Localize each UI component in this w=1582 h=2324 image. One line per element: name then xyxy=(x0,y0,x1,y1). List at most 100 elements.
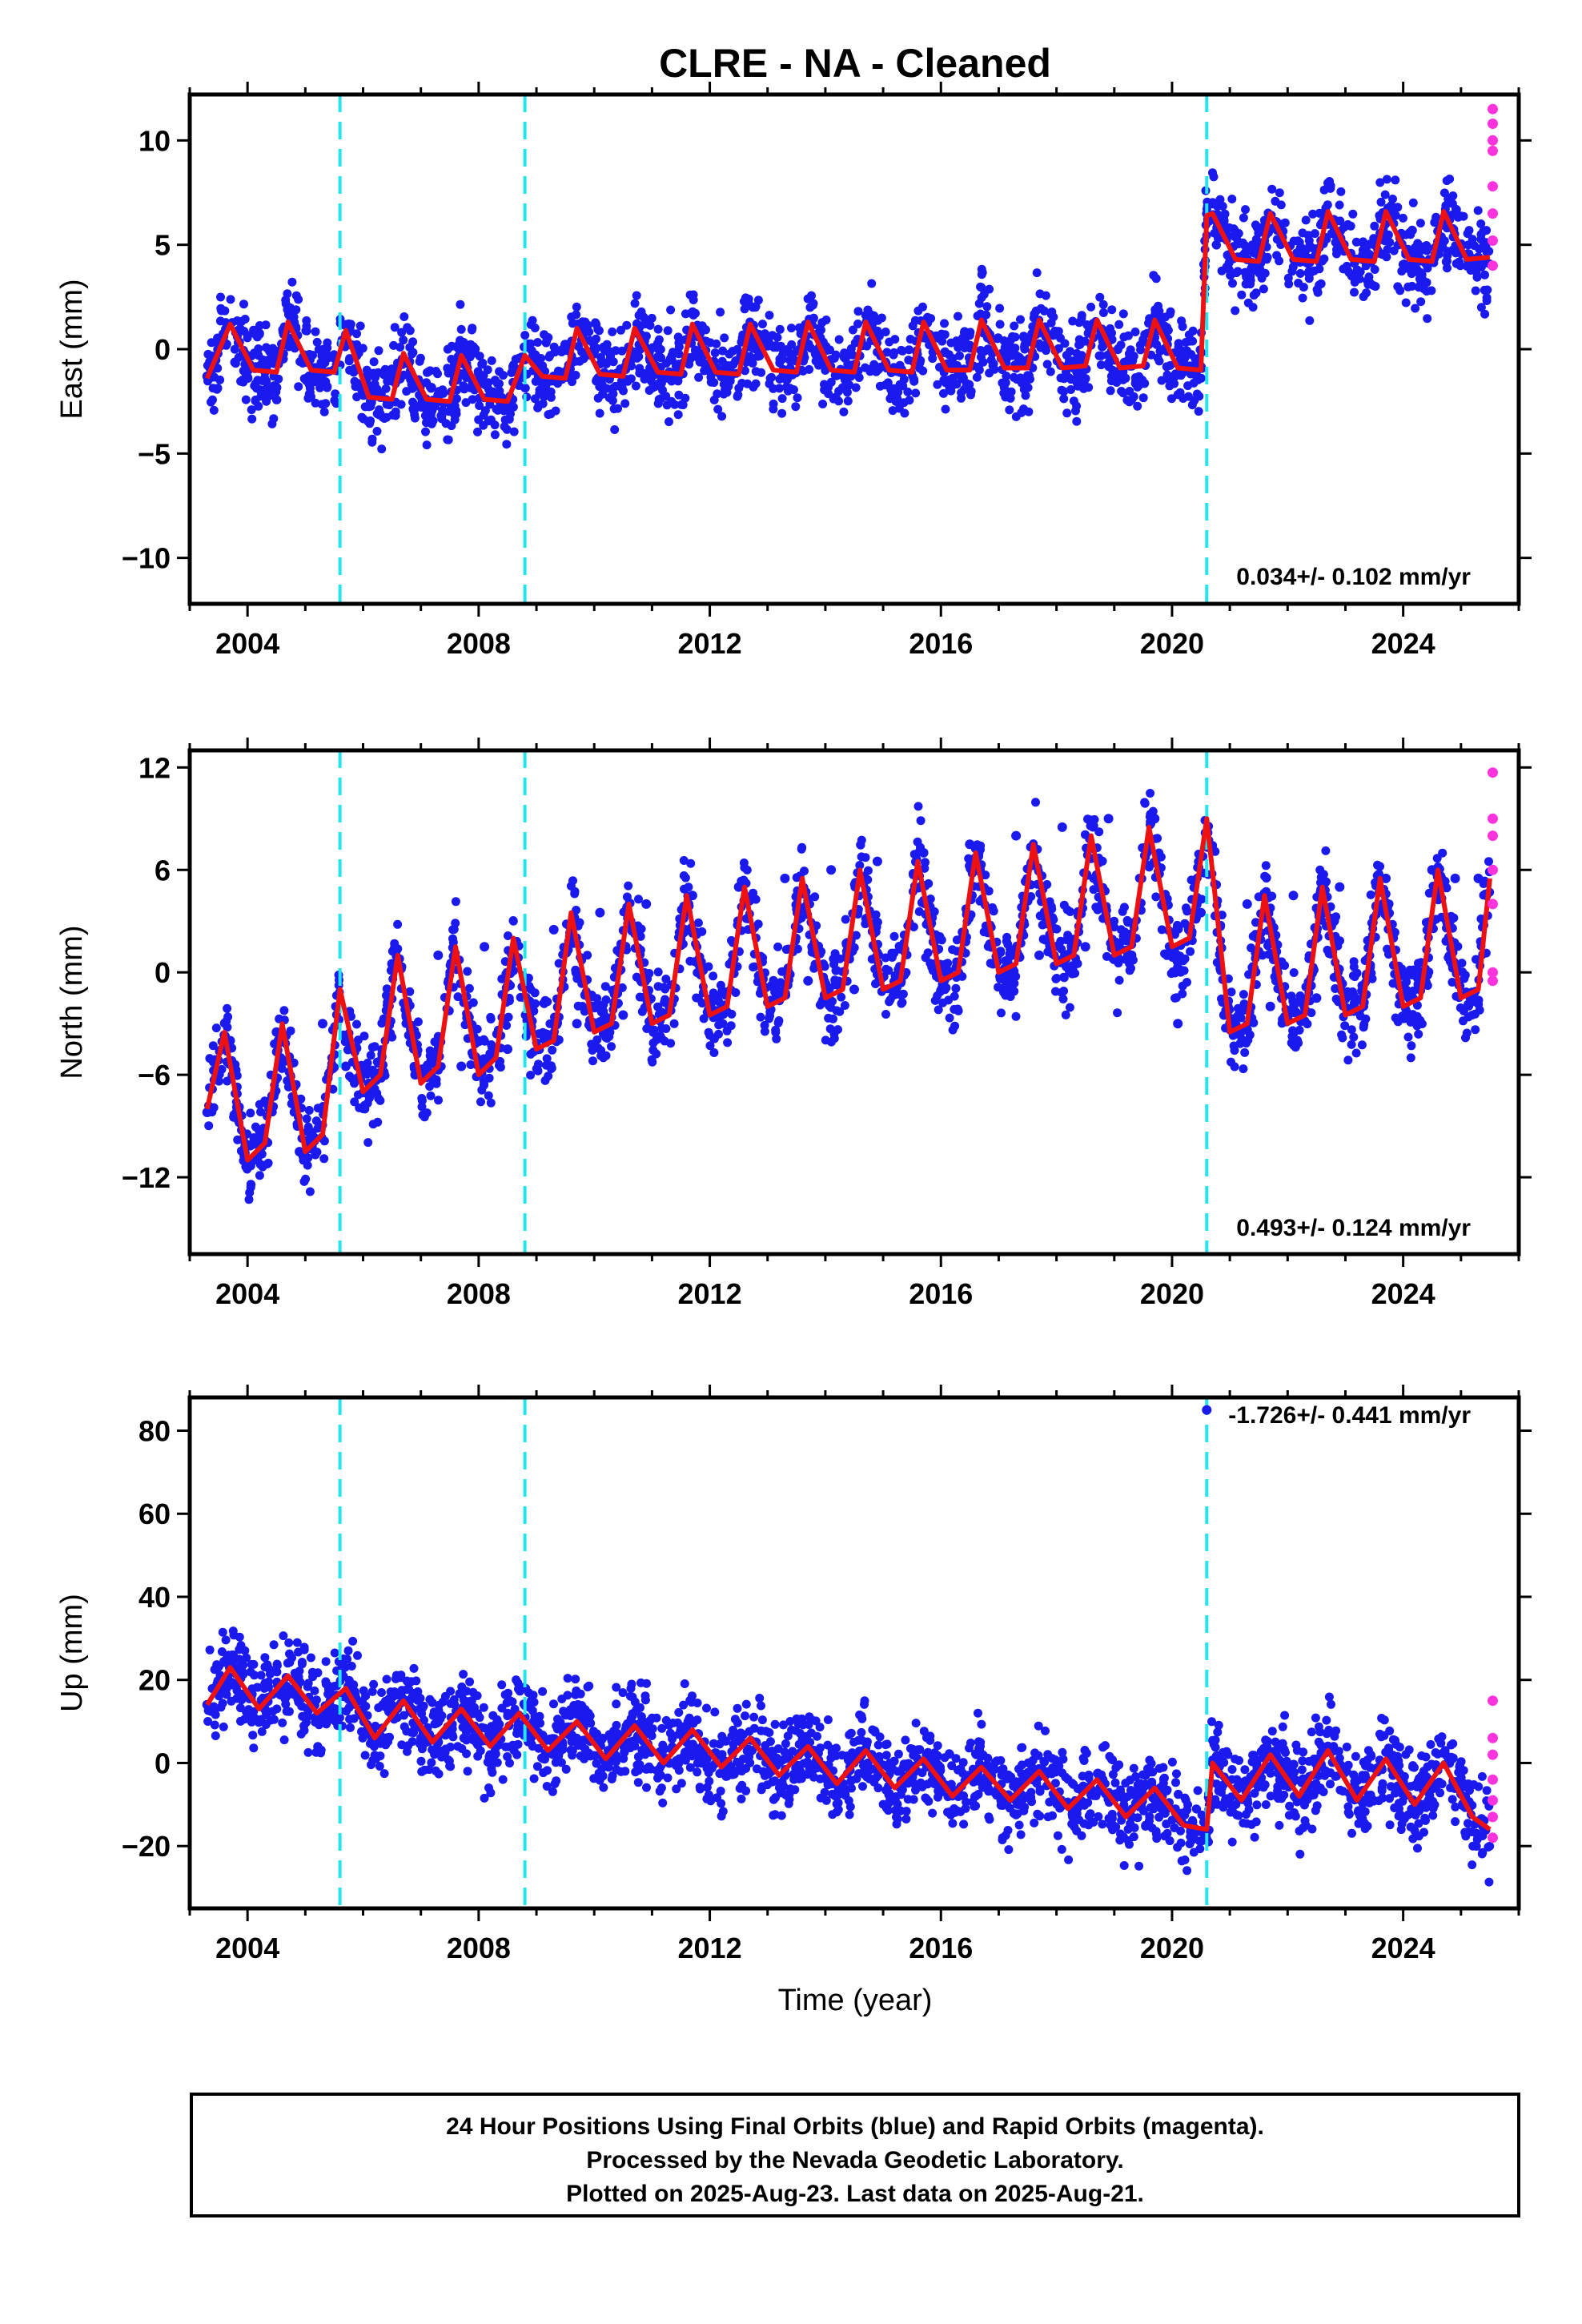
data-point xyxy=(509,427,519,436)
data-point xyxy=(808,300,817,310)
data-point xyxy=(712,339,721,348)
data-point xyxy=(1237,290,1247,300)
data-point xyxy=(1166,307,1175,316)
data-point xyxy=(647,313,656,323)
data-point xyxy=(1276,200,1286,210)
data-point xyxy=(1127,395,1137,404)
data-point xyxy=(642,1024,652,1033)
data-point xyxy=(367,434,377,444)
data-point xyxy=(480,942,490,952)
data-point xyxy=(1057,822,1067,832)
data-point xyxy=(1414,959,1423,968)
data-point xyxy=(622,320,632,330)
data-point xyxy=(1157,925,1166,935)
data-point xyxy=(497,974,507,983)
data-point xyxy=(775,358,785,368)
data-point xyxy=(421,427,430,436)
data-point xyxy=(1288,996,1298,1006)
data-point xyxy=(305,1187,315,1196)
data-point xyxy=(1335,882,1345,892)
data-point xyxy=(254,344,263,353)
data-point xyxy=(321,377,331,387)
data-point xyxy=(441,419,451,428)
data-point xyxy=(1166,360,1175,370)
data-point xyxy=(490,430,500,440)
data-point xyxy=(211,1023,221,1033)
data-point xyxy=(434,1096,443,1105)
data-point xyxy=(1125,959,1134,968)
data-point xyxy=(346,320,355,329)
data-point xyxy=(1090,814,1099,824)
data-point xyxy=(1239,990,1248,999)
data-point xyxy=(295,357,305,367)
data-point xyxy=(1057,987,1066,997)
data-point xyxy=(972,372,982,382)
data-point xyxy=(873,918,882,927)
data-point xyxy=(1239,213,1248,223)
data-point xyxy=(504,931,512,940)
data-point xyxy=(1471,1025,1480,1035)
data-point xyxy=(1482,296,1492,305)
data-point xyxy=(1011,830,1022,841)
data-point xyxy=(539,1034,548,1043)
x-tick-label: 2004 xyxy=(215,627,279,660)
data-point xyxy=(673,410,683,420)
data-point xyxy=(1431,212,1441,222)
data-point xyxy=(857,835,866,845)
data-point xyxy=(1069,396,1078,406)
data-point xyxy=(889,931,899,941)
data-point xyxy=(697,927,707,936)
data-point xyxy=(567,312,576,322)
x-tick-label: 2008 xyxy=(447,1277,511,1310)
data-point xyxy=(1061,1010,1070,1019)
data-point xyxy=(855,861,865,870)
data-point xyxy=(1295,995,1305,1004)
data-point xyxy=(1181,338,1191,347)
data-point xyxy=(368,1120,378,1129)
data-point xyxy=(1068,316,1078,326)
data-point xyxy=(1245,1030,1255,1039)
data-point xyxy=(926,959,935,968)
data-point xyxy=(1140,330,1150,340)
data-point xyxy=(1422,246,1431,255)
data-point xyxy=(706,372,716,382)
data-point xyxy=(875,381,885,391)
data-point xyxy=(624,881,633,891)
data-point xyxy=(599,1010,608,1019)
data-point xyxy=(608,357,618,367)
data-point xyxy=(689,311,698,320)
data-point xyxy=(378,412,387,422)
rapid-point xyxy=(1488,967,1498,978)
data-point xyxy=(265,391,275,400)
data-point xyxy=(1332,937,1342,947)
data-point xyxy=(427,1059,436,1068)
x-tick-label: 2020 xyxy=(1140,1277,1204,1310)
data-point xyxy=(1151,274,1161,283)
data-point xyxy=(590,1003,600,1013)
data-point xyxy=(1315,865,1325,875)
data-point xyxy=(976,352,986,362)
data-point xyxy=(1460,974,1469,983)
data-point xyxy=(447,341,456,351)
data-point xyxy=(918,366,928,376)
data-point xyxy=(652,344,662,353)
data-point xyxy=(1084,383,1094,392)
data-point xyxy=(1304,274,1314,283)
data-point xyxy=(438,385,448,395)
data-point xyxy=(1182,978,1191,987)
data-point xyxy=(1349,1032,1359,1042)
data-point xyxy=(1011,412,1021,421)
data-point xyxy=(737,876,746,886)
data-point xyxy=(352,340,362,349)
data-point xyxy=(1476,230,1486,239)
data-point xyxy=(903,387,913,396)
data-point xyxy=(1002,932,1012,942)
data-point xyxy=(355,321,365,331)
data-point xyxy=(591,318,600,328)
data-point xyxy=(697,999,707,1008)
data-point xyxy=(1211,846,1220,856)
data-point xyxy=(1074,318,1084,328)
data-point xyxy=(397,328,407,337)
data-point xyxy=(645,320,655,330)
